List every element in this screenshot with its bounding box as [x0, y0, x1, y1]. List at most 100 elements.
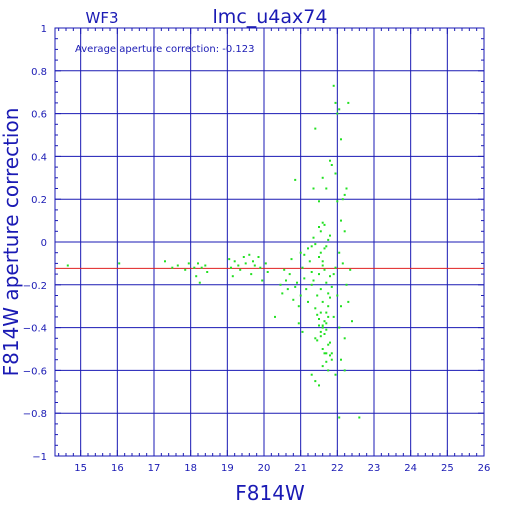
data-point — [308, 260, 311, 263]
data-point — [283, 268, 286, 271]
y-tick-label: 1 — [41, 24, 47, 35]
data-point — [310, 245, 313, 248]
panel-label: WF3 — [85, 9, 118, 27]
data-point — [301, 330, 304, 333]
data-point — [323, 223, 326, 226]
data-point — [338, 251, 341, 254]
data-point — [336, 200, 339, 203]
data-point — [340, 219, 342, 222]
data-point — [334, 101, 337, 104]
data-point — [329, 296, 331, 299]
data-point — [281, 292, 284, 295]
data-point — [230, 266, 232, 269]
y-tick-label: 0.4 — [31, 152, 47, 163]
data-point — [319, 288, 322, 291]
y-tick-label: −1 — [32, 452, 47, 463]
data-point — [338, 326, 341, 329]
y-tick-label: −0.4 — [23, 324, 47, 335]
data-point — [310, 283, 313, 286]
data-point — [264, 262, 267, 265]
data-point — [257, 256, 260, 258]
data-point — [321, 221, 324, 224]
data-point — [325, 322, 328, 325]
data-point — [340, 305, 342, 308]
x-tick-label: 25 — [441, 463, 454, 474]
x-tick-label: 18 — [184, 463, 197, 474]
data-point — [294, 178, 297, 181]
x-tick-label: 19 — [221, 463, 234, 474]
data-point — [325, 281, 328, 284]
data-point — [171, 266, 174, 269]
data-point — [285, 279, 287, 282]
y-tick-label: 0 — [41, 238, 47, 249]
data-point — [327, 369, 330, 372]
data-point — [318, 256, 320, 258]
data-point — [310, 271, 313, 273]
data-point — [330, 352, 333, 355]
data-point — [294, 285, 297, 288]
data-point — [329, 341, 331, 344]
data-point — [303, 277, 306, 280]
data-point — [327, 238, 330, 241]
data-point — [334, 266, 337, 269]
data-point — [206, 271, 209, 273]
data-point — [279, 283, 282, 286]
data-point — [312, 187, 315, 190]
average-correction-annotation: Average aperture correction: -0.123 — [75, 44, 255, 55]
data-point — [314, 337, 317, 340]
data-point — [345, 283, 348, 286]
x-tick-label: 20 — [258, 463, 271, 474]
data-point — [237, 264, 240, 267]
data-point — [242, 256, 245, 258]
data-point — [233, 260, 236, 263]
data-point — [266, 271, 269, 273]
data-point — [318, 273, 320, 276]
data-point — [318, 226, 320, 228]
data-point — [297, 305, 300, 308]
data-point — [244, 262, 247, 265]
data-point — [340, 138, 342, 141]
data-point — [314, 127, 317, 130]
data-point — [314, 243, 317, 246]
data-point — [176, 264, 179, 267]
data-point — [321, 264, 324, 267]
data-point — [321, 324, 324, 327]
data-point — [334, 373, 337, 376]
data-point — [239, 268, 242, 271]
data-point — [323, 268, 326, 271]
data-point — [292, 298, 295, 301]
data-point — [228, 258, 231, 261]
data-point — [301, 266, 304, 269]
data-point — [338, 108, 341, 111]
y-tick-label: 0.2 — [31, 195, 47, 206]
data-point — [327, 343, 330, 346]
data-point — [312, 279, 315, 282]
data-point — [288, 273, 291, 276]
data-point — [274, 315, 276, 318]
data-point — [330, 285, 333, 288]
data-point — [343, 369, 346, 372]
data-point — [307, 247, 309, 250]
y-tick-label: −0.2 — [23, 281, 47, 292]
data-point — [329, 159, 331, 162]
data-point — [316, 339, 319, 342]
data-point — [299, 251, 302, 254]
data-point — [323, 247, 326, 250]
data-point — [316, 313, 319, 316]
data-point — [338, 416, 341, 419]
data-point — [318, 200, 320, 203]
tick-labels: 15 16 17 18 19 20 21 22 23 24 25 26 −1 −0.8 −0.6 −0.4 −0… — [23, 24, 491, 474]
data-point — [314, 380, 317, 383]
data-point — [327, 305, 330, 308]
data-point — [336, 112, 339, 115]
data-point — [325, 360, 328, 363]
data-point — [164, 260, 166, 263]
data-point — [193, 266, 196, 269]
data-point — [327, 315, 330, 318]
data-point — [349, 268, 352, 271]
data-point — [319, 311, 322, 314]
data-point — [297, 322, 300, 325]
x-tick-label: 15 — [74, 463, 87, 474]
data-point — [319, 335, 322, 338]
